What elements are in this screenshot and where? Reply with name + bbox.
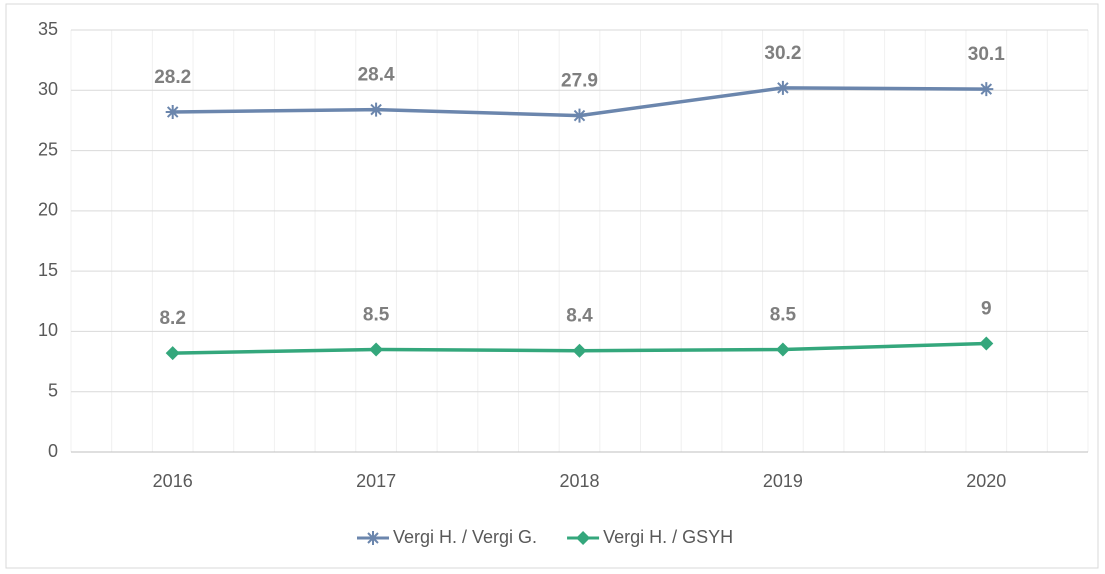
marker (979, 82, 994, 97)
marker (369, 342, 384, 357)
data-label: 28.4 (358, 65, 395, 86)
y-tick-label: 5 (48, 380, 58, 400)
data-label: 27.9 (561, 71, 598, 92)
marker (572, 343, 587, 358)
y-tick-label: 30 (38, 79, 58, 99)
marker (369, 102, 384, 117)
x-tick-label: 2019 (763, 471, 803, 491)
x-tick-label: 2017 (356, 471, 396, 491)
legend-label: Vergi H. / Vergi G. (393, 527, 537, 547)
data-label: 30.1 (968, 44, 1005, 65)
marker (572, 108, 587, 123)
legend-marker (366, 531, 380, 545)
data-label: 8.5 (363, 305, 390, 326)
y-tick-label: 15 (38, 260, 58, 280)
data-label: 8.4 (566, 306, 593, 327)
data-label: 30.2 (764, 43, 801, 64)
marker (775, 342, 790, 357)
data-label: 28.2 (154, 67, 191, 88)
y-tick-label: 0 (48, 441, 58, 461)
data-label: 9 (981, 299, 992, 320)
y-tick-label: 20 (38, 200, 58, 220)
chart-border (5, 3, 1099, 569)
y-tick-label: 10 (38, 320, 58, 340)
marker (775, 80, 790, 95)
y-tick-label: 25 (38, 139, 58, 159)
data-label: 8.2 (159, 308, 185, 329)
data-label: 8.5 (770, 305, 797, 326)
y-tick-label: 35 (38, 19, 58, 39)
marker (165, 346, 180, 361)
marker (165, 104, 180, 119)
legend-marker (576, 531, 591, 545)
legend-symbol (366, 531, 380, 545)
marker (979, 336, 994, 351)
x-tick-label: 2016 (153, 471, 193, 491)
x-tick-label: 2018 (559, 471, 599, 491)
legend-symbol (576, 531, 591, 545)
legend-label: Vergi H. / GSYH (603, 527, 733, 547)
x-tick-label: 2020 (966, 471, 1006, 491)
